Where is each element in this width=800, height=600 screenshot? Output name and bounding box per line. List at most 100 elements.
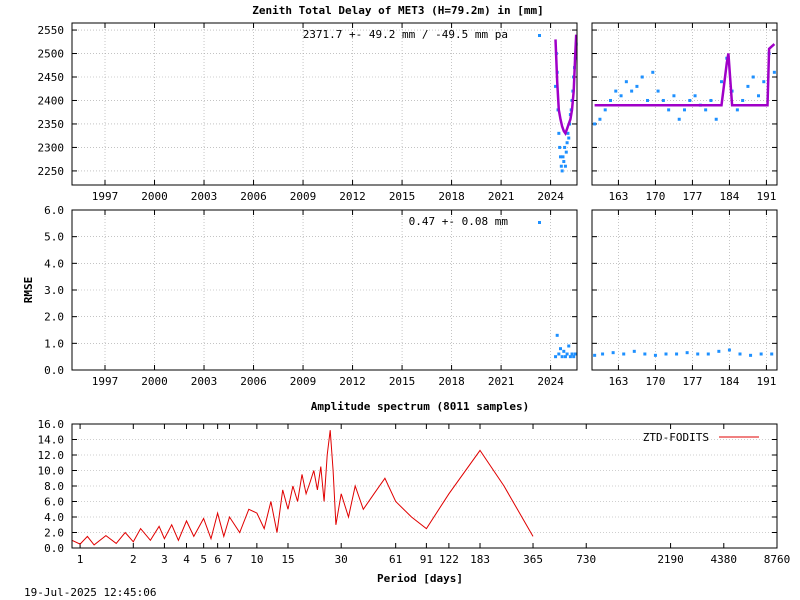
- data-point: [653, 353, 657, 357]
- y-tick-label: 2450: [38, 71, 65, 84]
- data-point: [735, 108, 739, 112]
- y-tick-label: 4.0: [44, 511, 64, 524]
- data-point: [603, 108, 607, 112]
- data-point: [563, 145, 567, 149]
- y-tick-label: 0.0: [44, 364, 64, 377]
- x-tick-label: 170: [645, 375, 665, 388]
- x-tick-label: 2009: [290, 190, 317, 203]
- data-point: [561, 155, 565, 159]
- data-point: [565, 352, 569, 356]
- data-point: [566, 131, 570, 135]
- data-point: [696, 352, 700, 356]
- rmse-recent-panel: 163 170 177 184 191: [591, 209, 778, 388]
- data-point: [751, 75, 755, 79]
- x-tick-label: 122: [439, 553, 459, 566]
- x-tick-label: 6: [214, 553, 221, 566]
- data-point: [749, 353, 753, 357]
- x-tick-label: 730: [576, 553, 596, 566]
- plot-frame: [71, 423, 778, 549]
- data-point: [558, 347, 562, 351]
- ztd-recent-panel: 163 170 177 184 191: [591, 22, 778, 203]
- data-point: [664, 352, 668, 356]
- data-point: [746, 84, 750, 88]
- data-point: [609, 98, 612, 102]
- legend-label: ZTD-FODITS: [643, 431, 709, 444]
- x-tick-label: 2000: [141, 190, 168, 203]
- data-point: [554, 355, 558, 359]
- data-point: [720, 80, 723, 84]
- x-tick-label: 2012: [339, 190, 366, 203]
- timestamp: 19-Jul-2025 12:45:06: [24, 586, 156, 599]
- data-point: [619, 94, 623, 98]
- data-point: [601, 352, 605, 356]
- annotation-marker: [538, 221, 541, 224]
- data-point: [693, 94, 697, 98]
- data-point: [563, 164, 567, 168]
- y-tick-label: 2550: [38, 24, 65, 37]
- data-point: [562, 349, 566, 353]
- data-point: [614, 89, 618, 93]
- rmse-ylabel: RMSE: [22, 277, 35, 304]
- data-point: [709, 98, 713, 102]
- y-tick-label: 2500: [38, 48, 65, 61]
- x-tick-label: 177: [682, 375, 702, 388]
- x-tick-label: 2021: [488, 190, 515, 203]
- x-tick-label: 2006: [240, 190, 267, 203]
- data-point: [598, 117, 602, 121]
- data-point: [593, 353, 597, 357]
- annotation-text: 2371.7 +- 49.2 mm / -49.5 mm pa: [303, 28, 508, 41]
- data-point: [704, 108, 708, 112]
- y-tick-label: 6.0: [44, 496, 64, 509]
- y-tick-label: 3.0: [44, 284, 64, 297]
- y-tick-label: 4.0: [44, 257, 64, 270]
- data-point: [762, 80, 766, 84]
- x-tick-label: 2024: [537, 190, 564, 203]
- x-tick-label: 177: [682, 190, 702, 203]
- y-tick-label: 2350: [38, 118, 65, 131]
- data-point: [567, 136, 571, 140]
- data-point: [770, 352, 774, 356]
- x-tick-label: 184: [719, 190, 739, 203]
- x-tick-label: 15: [281, 553, 294, 566]
- x-tick-label: 365: [523, 553, 543, 566]
- series-line-mean: [594, 43, 776, 107]
- data-point: [565, 141, 569, 145]
- plot-frame: [71, 209, 578, 371]
- amplitude-spectrum-panel: 0.0 2.0 4.0 6.0 8.0 10.0 12.0 14.0 16.0 1 2 3 4 5 6 7 10…: [38, 418, 791, 566]
- x-tick-label: 61: [389, 553, 402, 566]
- x-tick-label: 191: [756, 375, 776, 388]
- y-tick-label: 0.0: [44, 542, 64, 555]
- x-tick-label: 184: [719, 375, 739, 388]
- data-point: [624, 80, 628, 84]
- data-point: [706, 352, 710, 356]
- data-point: [656, 89, 660, 93]
- data-point: [554, 84, 558, 88]
- y-tick-label: 6.0: [44, 204, 64, 217]
- data-point: [635, 84, 639, 88]
- data-point: [560, 355, 564, 359]
- y-tick-label: 14.0: [38, 434, 65, 447]
- data-point: [646, 98, 649, 102]
- data-point: [759, 352, 763, 356]
- series-line-ztd-fodits: [71, 430, 534, 546]
- x-tick-label: 30: [335, 553, 348, 566]
- y-tick-label: 8.0: [44, 480, 64, 493]
- plot-frame: [71, 22, 578, 186]
- data-point: [558, 155, 562, 159]
- y-tick-label: 2.0: [44, 311, 64, 324]
- data-point: [560, 169, 564, 173]
- data-point: [557, 352, 561, 356]
- data-point: [683, 108, 686, 112]
- x-tick-label: 2000: [141, 375, 168, 388]
- plot-frame: [591, 209, 778, 371]
- x-tick-label: 2015: [389, 375, 416, 388]
- series-line-mean: [554, 34, 578, 136]
- data-point: [675, 352, 679, 356]
- data-point: [557, 131, 561, 135]
- data-point: [559, 164, 563, 168]
- rmse-long-term-panel: 0.0 1.0 2.0 3.0 4.0 5.0 6.0 1997 2000 2003 2006 200…: [44, 204, 578, 388]
- data-point: [573, 352, 577, 356]
- y-tick-label: 2250: [38, 165, 65, 178]
- data-point: [564, 150, 568, 154]
